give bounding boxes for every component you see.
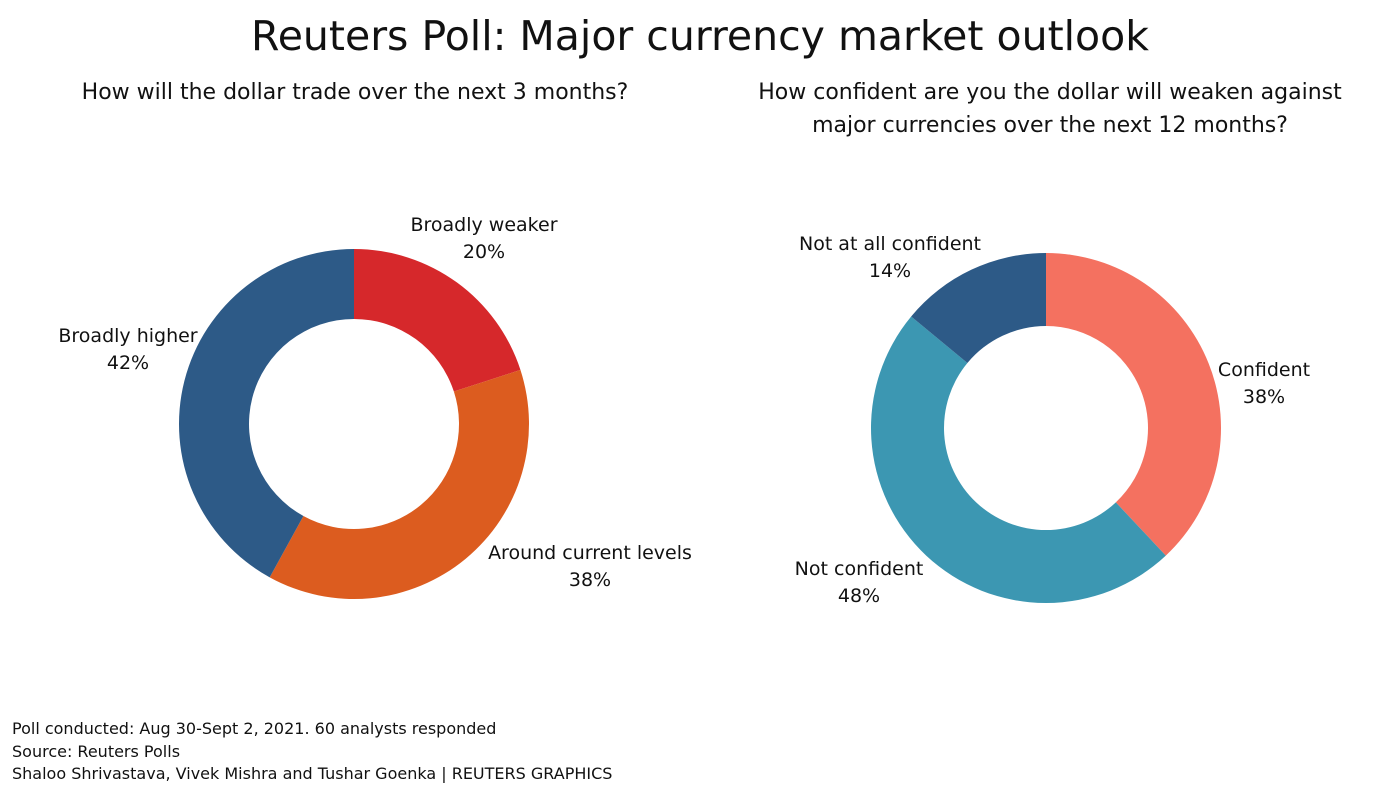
- slice-label-not-confident: Not confident 48%: [795, 556, 924, 610]
- value-label: 14%: [868, 260, 912, 282]
- slice-label-not-at-all-confident: Not at all confident 14%: [799, 231, 981, 285]
- slice-label-broadly-weaker: Broadly weaker 20%: [410, 212, 557, 266]
- value-label: 38%: [1242, 386, 1286, 408]
- value-label: 38%: [568, 569, 612, 591]
- donut-slice-confident: [1046, 253, 1222, 556]
- category-label: Not confident: [794, 558, 924, 580]
- value-label: 42%: [106, 352, 150, 374]
- right-chart-subtitle: How confident are you the dollar will we…: [758, 80, 1342, 138]
- value-label: 48%: [837, 585, 881, 607]
- donut-slice-around-current-levels: [269, 369, 529, 599]
- donut-slice-broadly-weaker: [354, 249, 521, 392]
- footer-notes: Poll conducted: Aug 30-Sept 2, 2021. 60 …: [12, 718, 612, 786]
- category-label: Broadly weaker: [410, 214, 558, 236]
- page-title: Reuters Poll: Major currency market outl…: [251, 12, 1149, 60]
- footer-credits: Shaloo Shrivastava, Vivek Mishra and Tus…: [12, 764, 613, 783]
- right-donut: [870, 252, 1222, 604]
- slice-label-broadly-higher: Broadly higher 42%: [58, 323, 197, 377]
- donut-slice-not-at-all-confident: [911, 252, 1046, 363]
- value-label: 20%: [462, 241, 506, 263]
- footer-source: Source: Reuters Polls: [12, 741, 181, 761]
- donut-slice-not-confident: [870, 316, 1166, 604]
- footer-poll-info: Poll conducted: Aug 30-Sept 2, 2021. 60 …: [12, 719, 497, 738]
- category-label: Not at all confident: [798, 233, 982, 255]
- category-label: Around current levels: [488, 542, 692, 564]
- donut-slice-broadly-higher: [178, 249, 354, 578]
- left-chart-subtitle: How will the dollar trade over the next …: [81, 80, 629, 105]
- slice-label-confident: Confident 38%: [1218, 357, 1310, 411]
- slice-label-around-current-levels: Around current levels 38%: [488, 540, 692, 594]
- left-donut: [178, 249, 529, 599]
- category-label: Confident: [1217, 359, 1311, 381]
- category-label: Broadly higher: [58, 325, 198, 347]
